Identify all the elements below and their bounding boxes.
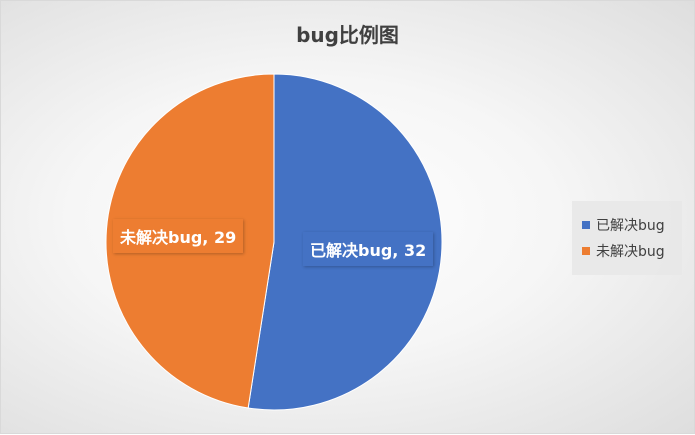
- data-label-unresolved: 未解决bug, 29: [113, 219, 244, 253]
- legend-item-resolved: 已解决bug: [582, 212, 682, 238]
- legend-item-unresolved: 未解决bug: [582, 238, 682, 264]
- legend-swatch-resolved: [582, 221, 590, 229]
- legend-label-unresolved: 未解决bug: [596, 244, 665, 260]
- legend-swatch-unresolved: [582, 247, 590, 255]
- legend: 已解决bug 未解决bug: [572, 201, 682, 275]
- data-label-resolved: 已解决bug, 32: [303, 232, 434, 266]
- chart-title: bug比例图: [296, 23, 399, 47]
- legend-label-resolved: 已解决bug: [596, 218, 665, 234]
